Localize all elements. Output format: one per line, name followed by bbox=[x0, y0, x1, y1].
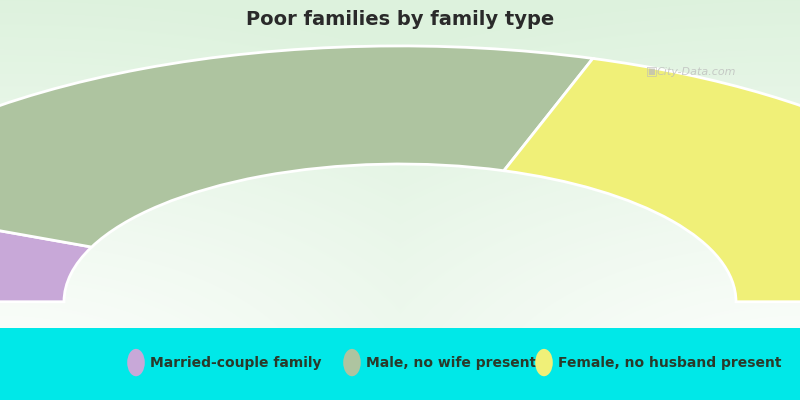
Text: ▣: ▣ bbox=[646, 64, 658, 77]
Wedge shape bbox=[0, 46, 593, 247]
Text: City-Data.com: City-Data.com bbox=[656, 67, 736, 77]
Text: Poor families by family type: Poor families by family type bbox=[246, 10, 554, 29]
Ellipse shape bbox=[535, 349, 553, 376]
Text: Female, no husband present: Female, no husband present bbox=[558, 356, 782, 370]
Ellipse shape bbox=[127, 349, 145, 376]
Wedge shape bbox=[504, 58, 800, 302]
Text: Married-couple family: Married-couple family bbox=[150, 356, 322, 370]
Ellipse shape bbox=[343, 349, 361, 376]
Wedge shape bbox=[0, 200, 92, 302]
Text: Male, no wife present: Male, no wife present bbox=[366, 356, 537, 370]
